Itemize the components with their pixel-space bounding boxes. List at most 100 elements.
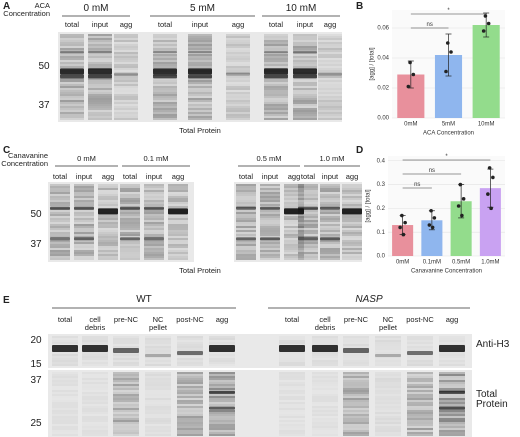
gel-smear xyxy=(50,184,70,186)
gel-smear xyxy=(145,354,171,356)
gel-smear xyxy=(113,380,139,382)
gel-smear xyxy=(343,356,369,358)
panel-letter: B xyxy=(356,1,364,12)
gel-smear xyxy=(98,242,118,244)
lane-label: agg xyxy=(119,20,133,29)
gel-smear xyxy=(226,106,250,108)
gel-smear xyxy=(209,434,235,436)
gel-smear xyxy=(52,396,78,398)
gel-smear xyxy=(60,56,84,58)
gel-smear xyxy=(88,114,112,116)
gel-smear xyxy=(168,186,188,188)
gel-smear xyxy=(144,228,164,230)
gel-smear xyxy=(236,236,256,238)
x-tick-label: 10mM xyxy=(478,122,495,128)
gel-smear xyxy=(375,390,401,392)
gel-smear xyxy=(279,428,305,430)
gel-smear xyxy=(439,340,465,342)
gel-smear xyxy=(113,398,139,400)
mw-marker: 37 xyxy=(30,375,42,386)
gel-smear xyxy=(342,236,362,238)
gel-smear xyxy=(264,52,288,54)
gel-smear xyxy=(88,78,112,80)
gel-smear xyxy=(439,432,465,434)
gel-smear xyxy=(188,118,212,120)
gel-smear xyxy=(113,426,139,428)
gel-smear xyxy=(168,202,188,204)
gel-smear xyxy=(60,110,84,112)
gel-smear xyxy=(439,430,465,432)
gel-smear xyxy=(153,102,177,104)
gel-smear xyxy=(52,400,78,402)
gel-smear xyxy=(312,420,338,422)
gel-smear xyxy=(60,118,84,120)
gel-smear xyxy=(439,422,465,424)
gel-smear xyxy=(153,96,177,98)
gel-smear xyxy=(98,224,118,226)
gel-smear xyxy=(260,200,280,202)
gel-smear xyxy=(113,394,139,396)
gel-band xyxy=(74,237,94,241)
gel-smear xyxy=(312,360,338,362)
gel-smear xyxy=(98,194,118,196)
gel-smear xyxy=(82,380,108,382)
gel-smear xyxy=(188,60,212,62)
mw-marker: 37 xyxy=(38,100,50,111)
gel-smear xyxy=(407,388,433,390)
gel-smear xyxy=(342,192,362,194)
gel-smear xyxy=(312,392,338,394)
gel-smear xyxy=(120,240,140,242)
gel-smear xyxy=(177,404,203,406)
gel-smear xyxy=(168,184,188,186)
gel-smear xyxy=(98,188,118,190)
gel-smear xyxy=(236,252,256,254)
gel-smear xyxy=(318,112,342,114)
gel-smear xyxy=(320,240,340,242)
gel-smear xyxy=(320,252,340,254)
gel-smear xyxy=(188,110,212,112)
gel-smear xyxy=(284,256,304,258)
gel-smear xyxy=(74,218,94,220)
gel-smear xyxy=(312,386,338,388)
gel-smear xyxy=(312,416,338,418)
gel-smear xyxy=(293,98,317,100)
gel-smear xyxy=(439,362,465,364)
gel-smear xyxy=(88,94,112,96)
gel-smear xyxy=(342,244,362,246)
gel-background xyxy=(234,182,362,262)
gel-smear xyxy=(318,110,342,112)
gel-smear xyxy=(188,98,212,100)
gel-smear xyxy=(145,358,171,360)
gel-smear xyxy=(260,214,280,216)
gel-smear xyxy=(120,252,140,254)
gel-band xyxy=(60,74,84,79)
gel-smear xyxy=(168,218,188,220)
gel-smear xyxy=(177,390,203,392)
gel-smear xyxy=(145,426,171,428)
gel-smear xyxy=(375,356,401,358)
gel-smear xyxy=(320,204,340,206)
gel-smear xyxy=(375,348,401,350)
gel-smear xyxy=(74,204,94,206)
gel-smear xyxy=(343,362,369,364)
gel-smear xyxy=(74,198,94,200)
mw-marker: 50 xyxy=(30,209,42,220)
gel-smear xyxy=(74,212,94,214)
gel-smear xyxy=(144,236,164,238)
gel-band xyxy=(318,72,342,76)
gel-smear xyxy=(293,94,317,96)
gel-smear xyxy=(82,408,108,410)
data-point xyxy=(483,14,488,18)
gel-smear xyxy=(260,226,280,228)
gel-smear xyxy=(52,338,78,340)
gel-smear xyxy=(113,424,139,426)
gel-smear xyxy=(74,228,94,230)
gel-smear xyxy=(407,416,433,418)
gel-smear xyxy=(298,188,318,190)
gel-smear xyxy=(407,402,433,404)
gel-smear xyxy=(168,200,188,202)
gel-smear xyxy=(74,244,94,246)
gel-smear xyxy=(439,404,465,406)
gel-smear xyxy=(375,428,401,430)
gel-smear xyxy=(407,404,433,406)
